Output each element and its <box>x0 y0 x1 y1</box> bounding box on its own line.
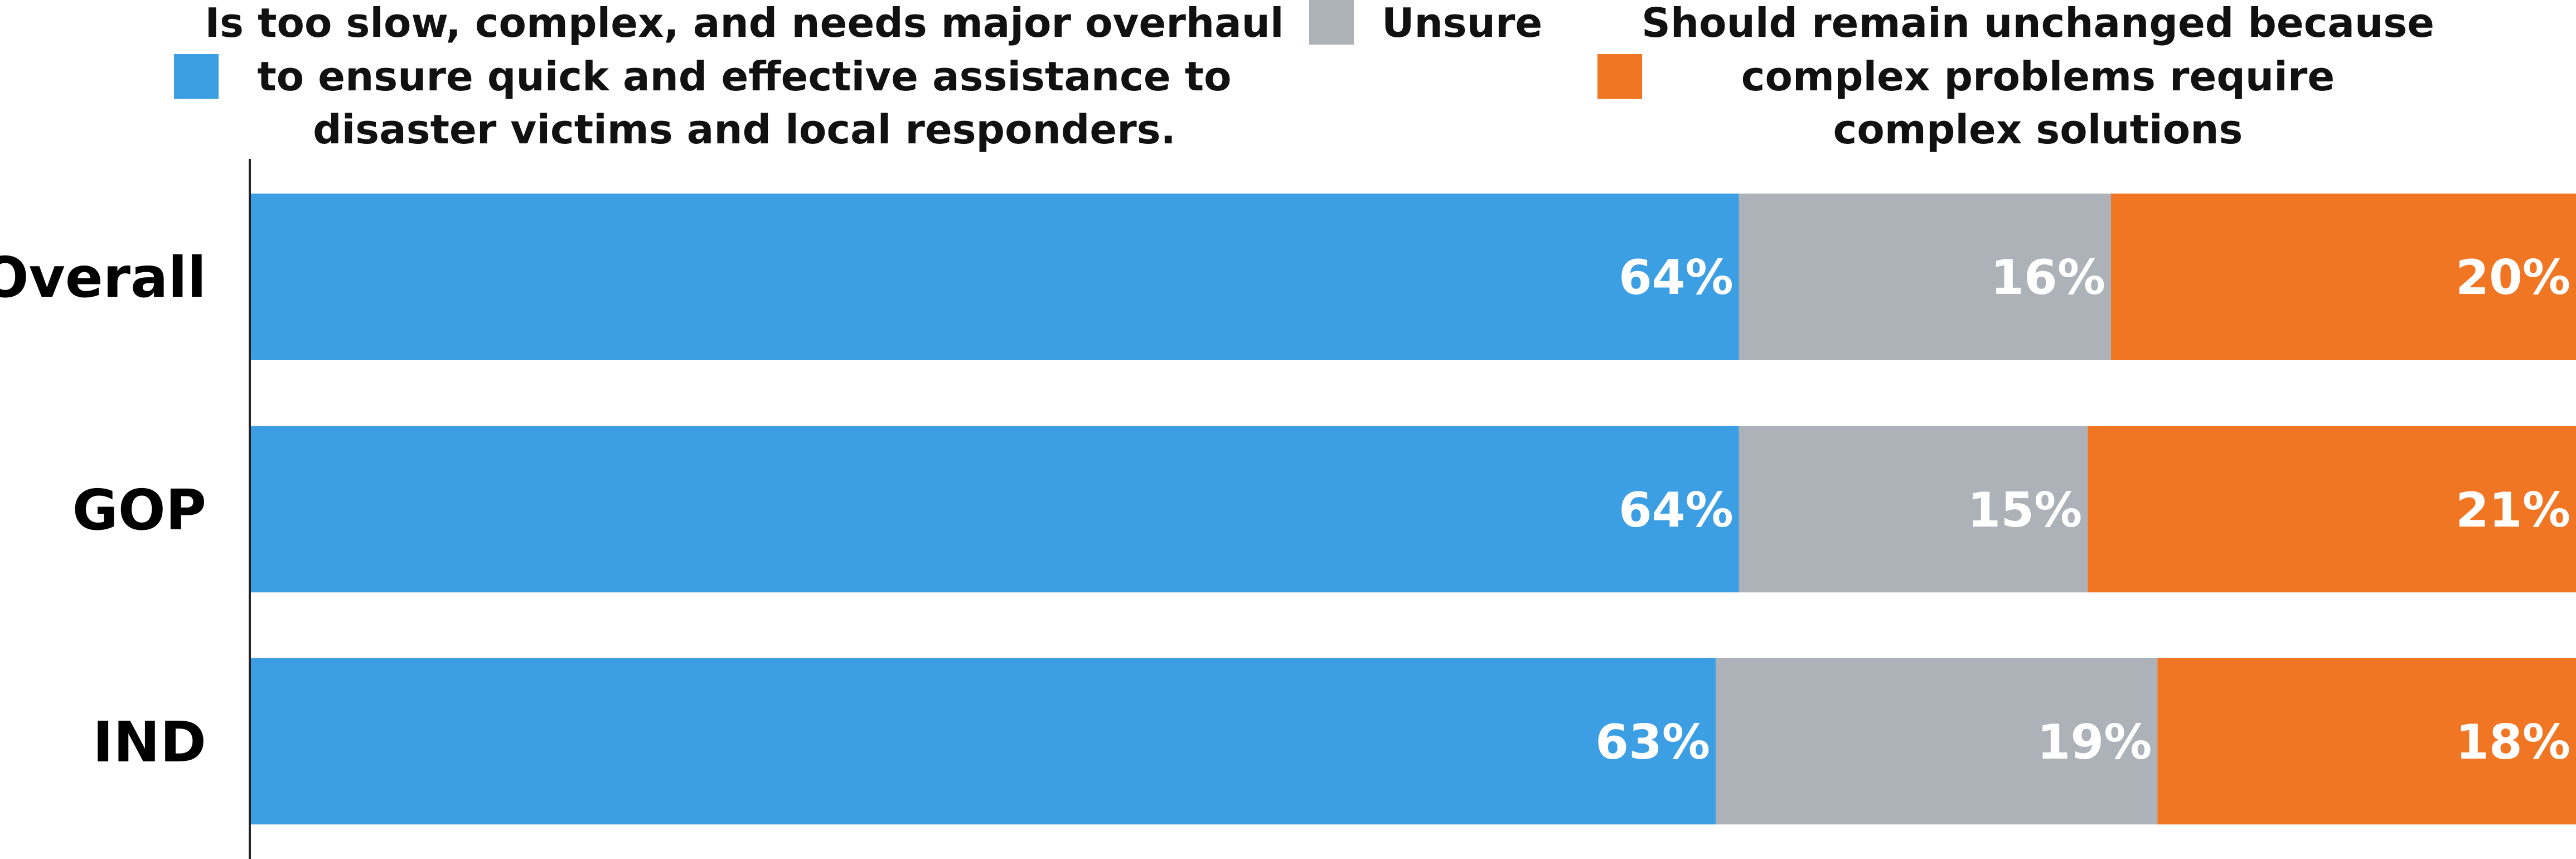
legend-label: Unsure <box>1382 0 1542 46</box>
data-label: 16% <box>1991 250 2105 306</box>
category-labels: Overall GOP IND <box>0 245 206 775</box>
legend-label: complex problems require <box>1741 53 2335 100</box>
legend-swatch <box>1597 54 1642 99</box>
data-label: 19% <box>2037 715 2152 770</box>
bar-row-gop: 64% 15% 21% <box>251 426 2576 592</box>
category-label: IND <box>93 710 206 775</box>
bar-segment <box>1739 194 2111 360</box>
legend-item: Unsure <box>1309 0 1542 46</box>
data-label: 20% <box>2456 250 2570 306</box>
legend-swatch <box>1309 0 1354 45</box>
legend-label: Is too slow, complex, and needs major ov… <box>205 0 1284 46</box>
bar-segment <box>2157 658 2576 824</box>
data-label: 64% <box>1619 482 1734 538</box>
legend-item: Should remain unchanged because complex p… <box>1597 0 2434 153</box>
data-label: 21% <box>2456 482 2570 538</box>
bar-segment <box>251 194 1739 360</box>
bar-segment <box>1716 658 2158 824</box>
bar-segment <box>251 426 1739 592</box>
legend-label: Should remain unchanged because <box>1642 0 2434 46</box>
category-label: GOP <box>72 477 206 543</box>
legend-swatch <box>174 54 219 99</box>
data-label: 15% <box>1967 482 2082 538</box>
bar-segment <box>251 658 1716 824</box>
legend-label: disaster victims and local responders. <box>313 106 1176 153</box>
legend-label: complex solutions <box>1833 106 2243 153</box>
bar-row-overall: 64% 16% 20% <box>251 194 2576 360</box>
bar-row-ind: 63% 19% 18% <box>251 658 2576 824</box>
data-label: 64% <box>1619 250 1734 306</box>
data-label: 18% <box>2456 715 2570 770</box>
legend-label: to ensure quick and effective assistance… <box>257 53 1231 100</box>
category-label: Overall <box>0 245 206 310</box>
bar-segment <box>1739 426 2088 592</box>
legend: Is too slow, complex, and needs major ov… <box>174 0 2434 153</box>
plot-area: 64% 16% 20% 64% 15% 21% 63% 19% 18% <box>251 194 2576 824</box>
bar-segment <box>2088 426 2576 592</box>
legend-item: Is too slow, complex, and needs major ov… <box>174 0 1284 153</box>
bar-segment <box>2111 194 2576 360</box>
data-label: 63% <box>1595 715 1710 770</box>
